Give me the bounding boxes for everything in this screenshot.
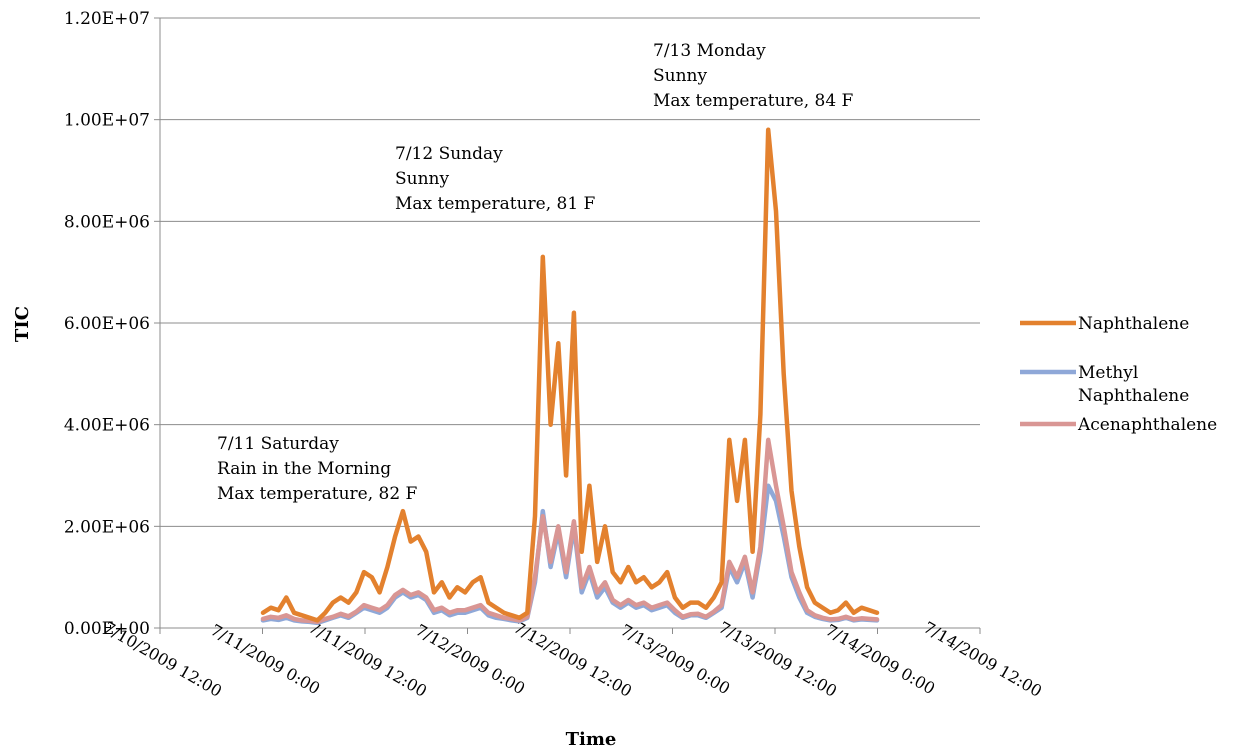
x-tick-label: 7/14/2009 12:00 xyxy=(920,618,1045,701)
annotation-line: 7/11 Saturday xyxy=(217,434,339,454)
series-lines xyxy=(260,127,880,626)
y-axis-ticks: 0.00E+00 2.00E+06 4.00E+06 6.00E+06 8.00E+06… xyxy=(64,9,160,639)
legend-label: Methyl xyxy=(1078,363,1138,383)
series-line-naphthalene xyxy=(260,127,880,623)
annotation-line: Sunny xyxy=(653,66,707,86)
legend-label: Acenaphthalene xyxy=(1077,415,1217,435)
x-axis-ticks: 7/10/2009 12:007/11/2009 0:007/11/2009 1… xyxy=(100,618,1045,701)
legend-entry: Naphthalene xyxy=(1020,314,1189,334)
legend-entry: Methyl Naphthalene xyxy=(1020,363,1189,406)
annotation: 7/13 Monday Sunny Max temperature, 84 F xyxy=(653,41,854,111)
legend-label: Naphthalene xyxy=(1078,386,1189,406)
y-tick-label: 1.20E+07 xyxy=(64,9,150,29)
annotation-line: 7/13 Monday xyxy=(653,41,766,61)
annotation-line: Sunny xyxy=(395,169,449,189)
series-line-acenaphthalene xyxy=(260,437,880,625)
annotation-line: Max temperature, 82 F xyxy=(217,484,418,504)
legend-label: Naphthalene xyxy=(1078,314,1189,334)
y-tick-label: 4.00E+06 xyxy=(64,416,150,436)
annotation-line: Rain in the Morning xyxy=(217,459,391,479)
legend: Naphthalene Methyl Naphthalene Acenaphthale… xyxy=(1020,314,1217,435)
y-tick-label: 1.00E+07 xyxy=(64,111,150,131)
x-tick-label: 7/10/2009 12:00 xyxy=(100,618,225,701)
x-tick-label: 7/12/2009 12:00 xyxy=(510,618,635,701)
y-tick-label: 0.00E+00 xyxy=(64,619,150,639)
x-axis-title: Time xyxy=(566,729,617,749)
gridlines xyxy=(160,17,980,527)
x-tick-label: 7/11/2009 12:00 xyxy=(305,618,430,701)
y-tick-label: 2.00E+06 xyxy=(64,517,150,537)
legend-entry: Acenaphthalene xyxy=(1020,415,1217,435)
x-tick-label: 7/13/2009 12:00 xyxy=(715,618,840,701)
annotation: 7/11 Saturday Rain in the Morning Max temp… xyxy=(217,434,418,504)
annotation-line: Max temperature, 84 F xyxy=(653,91,854,111)
annotations: 7/11 Saturday Rain in the Morning Max temp… xyxy=(217,41,854,504)
annotation-line: Max temperature, 81 F xyxy=(395,194,596,214)
annotation-line: 7/12 Sunday xyxy=(395,144,503,164)
y-tick-label: 6.00E+06 xyxy=(64,314,150,334)
y-tick-label: 8.00E+06 xyxy=(64,212,150,232)
annotation: 7/12 Sunday Sunny Max temperature, 81 F xyxy=(395,144,596,214)
y-axis-title: TIC xyxy=(12,306,33,342)
